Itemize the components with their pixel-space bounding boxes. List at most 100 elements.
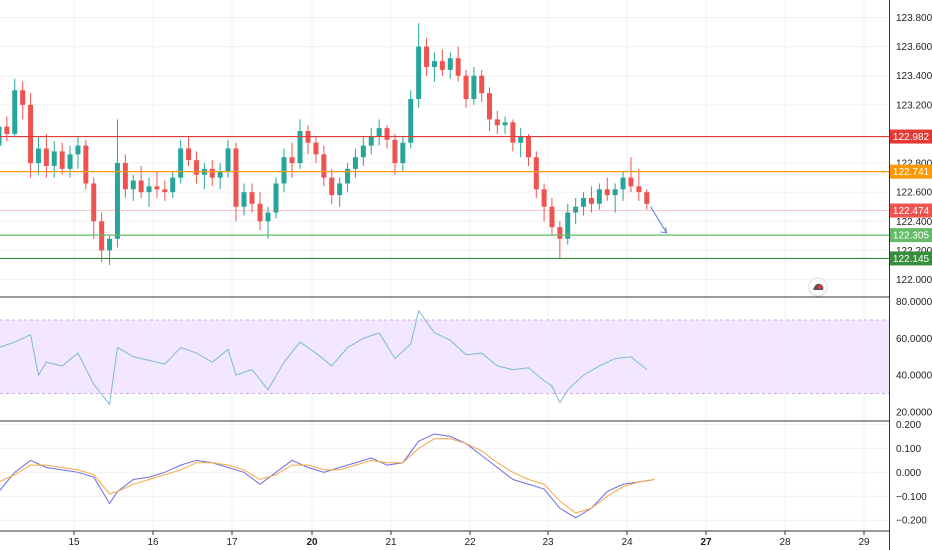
date-label-10: 29 [858, 537, 870, 548]
osc1-tick-0: 80.0000 [896, 297, 932, 308]
oscillator-1-axis[interactable]: 80.0000 60.0000 40.0000 20.0000 [896, 297, 932, 418]
osc2-series-1 [0, 438, 655, 514]
price-candles [0, 23, 650, 265]
price-tick-3: 123.200 [896, 100, 932, 111]
date-label-3: 20 [306, 537, 318, 548]
price-axis[interactable]: 123.800 123.600 123.400 123.200 122.800 122.6… [896, 13, 932, 286]
level-tag-4 [890, 251, 932, 266]
price-tick-7: 122.200 [896, 246, 932, 257]
candle-body-42 [329, 177, 335, 196]
candle-body-30 [233, 148, 239, 207]
candle-body-1 [4, 126, 10, 134]
candle-body-38 [297, 131, 303, 164]
oscillator-1-grid [0, 298, 889, 420]
level-tag-label-0: 122.982 [893, 132, 930, 143]
osc2-tick-3: −0.100 [896, 492, 927, 503]
price-levels [0, 135, 889, 260]
date-label-6: 23 [542, 537, 554, 548]
oscillator-pane-2[interactable] [0, 422, 889, 530]
price-pane[interactable] [0, 0, 889, 296]
candle-body-2 [12, 90, 18, 134]
tradingview-logo-icon[interactable] [808, 277, 828, 297]
candle-body-46 [360, 145, 366, 158]
candle-body-27 [209, 168, 215, 178]
level-tag-label-1: 122.741 [893, 167, 930, 178]
candle-body-79 [620, 177, 626, 190]
price-grid [0, 0, 889, 296]
candle-body-13 [99, 221, 105, 251]
candle-body-53 [416, 46, 422, 99]
candle-body-43 [337, 183, 343, 196]
candle-body-20 [154, 186, 160, 190]
candle-body-44 [345, 168, 351, 184]
osc2-series-0 [0, 433, 655, 519]
candle-body-82 [644, 192, 650, 204]
date-label-0: 15 [68, 537, 80, 548]
candle-body-5 [35, 148, 41, 164]
candle-body-41 [321, 154, 327, 178]
oscillator-2-lines [0, 433, 655, 519]
price-tick-2: 123.400 [896, 71, 932, 82]
candle-body-31 [241, 192, 247, 207]
candle-body-48 [376, 128, 382, 137]
candle-body-56 [439, 61, 445, 70]
candle-body-40 [313, 142, 319, 155]
candle-body-3 [20, 90, 26, 105]
overbought-oversold-band [0, 320, 889, 394]
candle-body-35 [273, 183, 279, 213]
candle-body-52 [408, 99, 414, 143]
candle-body-55 [431, 61, 437, 67]
candle-body-54 [424, 46, 430, 67]
candle-body-7 [51, 151, 57, 166]
candle-body-51 [400, 142, 406, 164]
candle-body-71 [557, 227, 563, 239]
price-tick-1: 123.600 [896, 42, 932, 53]
candle-body-32 [249, 192, 255, 204]
candle-body-73 [573, 206, 579, 213]
osc1-tick-1: 60.0000 [896, 334, 932, 345]
candle-body-49 [384, 128, 390, 140]
candle-body-67 [526, 136, 531, 158]
candle-body-45 [352, 157, 358, 169]
price-tick-5: 122.600 [896, 188, 932, 199]
candle-body-8 [59, 151, 65, 169]
candle-body-78 [612, 189, 618, 196]
level-tag-label-3: 122.305 [893, 231, 930, 242]
candle-body-14 [107, 238, 113, 251]
candle-body-4 [28, 104, 34, 164]
osc2-tick-2: 0.000 [896, 468, 921, 479]
date-label-4: 21 [385, 537, 397, 548]
candle-body-24 [186, 148, 192, 161]
date-label-5: 22 [464, 537, 476, 548]
candle-body-28 [217, 171, 223, 178]
forecast-arrow [650, 206, 667, 234]
price-tick-0: 123.800 [896, 13, 932, 24]
time-axis[interactable]: 15 16 17 20 21 22 23 24 27 28 29 [68, 531, 870, 548]
candle-body-75 [588, 198, 594, 204]
level-tag-2 [890, 203, 932, 218]
candle-body-57 [447, 58, 453, 70]
candle-body-66 [518, 136, 524, 143]
candle-body-69 [541, 189, 547, 207]
candle-body-68 [533, 157, 539, 190]
candle-body-59 [463, 75, 469, 99]
level-tag-1 [890, 164, 932, 179]
candle-body-12 [91, 183, 97, 222]
oscillator-2-axis[interactable]: 0.200 0.100 0.000 −0.100 −0.200 [896, 420, 927, 527]
osc1-tick-3: 20.0000 [896, 407, 932, 418]
candle-body-11 [83, 145, 89, 184]
candle-body-61 [479, 75, 485, 94]
candle-body-36 [281, 157, 287, 184]
date-label-9: 28 [779, 537, 791, 548]
price-tick-6: 122.400 [896, 217, 932, 228]
osc2-tick-4: −0.200 [896, 516, 927, 527]
oscillator-1-lines [0, 309, 648, 406]
candle-body-70 [549, 206, 555, 228]
candle-body-80 [628, 177, 634, 187]
candle-body-76 [596, 189, 602, 204]
candle-body-16 [122, 163, 128, 190]
candle-body-17 [130, 180, 136, 190]
candle-body-74 [581, 198, 587, 207]
oscillator-pane-1[interactable] [0, 298, 889, 420]
